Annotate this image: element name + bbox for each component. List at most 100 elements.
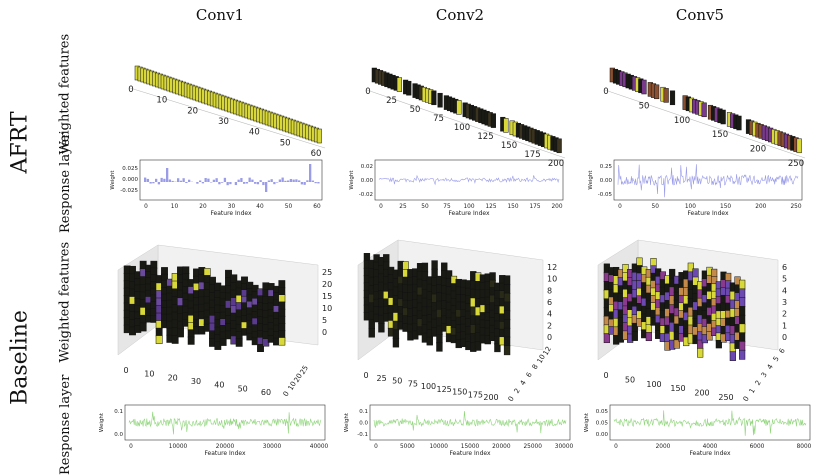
response-bar	[254, 182, 257, 184]
tick-label: 50	[280, 138, 291, 148]
feature-block	[456, 100, 462, 115]
z-tick-label: 8	[547, 286, 552, 295]
feature-cell	[739, 332, 746, 343]
tick-label: 150	[501, 141, 517, 151]
feature-cell	[278, 315, 286, 325]
z-tick-label: 5	[322, 316, 327, 325]
feature-block	[663, 88, 669, 103]
x-tick-label: 175	[468, 390, 483, 399]
response-bar	[248, 177, 251, 182]
tick-label: 250	[788, 159, 804, 169]
z-tick-label: 2	[547, 321, 552, 330]
y-tick-label: 6	[525, 371, 534, 379]
y-tick-label: 0.1	[359, 409, 368, 415]
afrt-response-panel-conv5: 0.25 0.00 -0.05 Weight 0 50 100 150 200 250 Featur…	[588, 159, 803, 217]
response-bar	[188, 179, 191, 182]
afrt-response-panel-conv2: 0.02 0.00 -0.02 Weight 0 25 50 75 100 125 150 175 20…	[349, 159, 564, 217]
response-bar	[182, 178, 185, 182]
y-tick-label: 0.1	[114, 409, 123, 415]
y-tick-label: 0.000	[122, 177, 138, 183]
feature-cell	[739, 314, 746, 325]
tick-label: 100	[454, 123, 470, 133]
feature-block	[556, 138, 562, 154]
x-tick-label: 30000	[555, 444, 574, 450]
z-tick-label: 0	[322, 328, 327, 337]
x-axis-label: Feature Index	[687, 210, 729, 217]
response-bar	[273, 182, 276, 185]
response-bar	[303, 182, 306, 185]
x-tick-label: 200	[755, 204, 766, 210]
z-tick-label: 6	[782, 263, 787, 272]
axis-line	[366, 89, 566, 159]
tick-label: 10	[156, 96, 167, 106]
x-tick-label: 40	[256, 204, 264, 210]
tick-label: 125	[477, 132, 493, 142]
feature-cell	[182, 266, 190, 275]
x-tick-label: 250	[718, 393, 733, 402]
plot-frame	[609, 404, 811, 441]
x-axis-label: Feature Index	[449, 450, 491, 457]
z-tick-label: 2	[782, 310, 787, 319]
feature-cell	[402, 261, 409, 271]
z-tick-label: 1	[782, 321, 787, 330]
x-tick-label: 60	[261, 388, 271, 397]
x-tick-label: 150	[670, 384, 685, 393]
y-tick-label: 6	[778, 347, 787, 355]
feature-cell	[203, 268, 211, 277]
x-tick-label: 20000	[216, 444, 235, 450]
plot-frame	[374, 159, 564, 201]
x-tick-label: 40000	[310, 444, 329, 450]
feature-cell	[503, 292, 511, 303]
afrt-response-panel-conv1: 0.025 0.000 -0.025 Weight 0 10 20 30 40 50 60 Featu…	[110, 159, 323, 217]
x-axis-label: Feature Index	[448, 210, 490, 217]
feature-cell	[739, 349, 746, 360]
feature-cell	[368, 327, 375, 338]
plot-frame	[139, 159, 323, 201]
tick-label: 100	[674, 116, 690, 126]
response-bar	[267, 180, 271, 182]
feature-block	[701, 102, 707, 118]
response-bar	[144, 177, 147, 182]
response-bar	[177, 178, 180, 182]
plot-frame	[613, 159, 803, 201]
column-title-conv5: Conv5	[675, 6, 725, 24]
y-tick-label: -0.02	[359, 192, 373, 198]
feature-cell	[739, 341, 746, 351]
y-tick-label: -0.025	[120, 188, 138, 194]
feature-cell	[155, 335, 163, 344]
response-bar	[168, 179, 172, 182]
x-tick-label: 250	[790, 204, 801, 210]
z-tick-label: 5	[782, 275, 787, 284]
response-bar	[157, 182, 161, 185]
response-bar	[149, 182, 152, 184]
feature-cell	[489, 272, 496, 281]
feature-cell	[503, 310, 511, 321]
x-tick-label: 5000	[400, 444, 415, 450]
y-tick-label: 0.05	[596, 409, 609, 415]
response-bar	[284, 180, 287, 182]
response-line	[378, 174, 560, 186]
x-axis-label: Feature Index	[204, 450, 246, 457]
feature-cell	[603, 333, 610, 344]
column-title-conv2: Conv2	[435, 6, 485, 24]
x-tick-label: 30	[191, 377, 201, 386]
response-bar	[146, 178, 150, 182]
feature-cell	[150, 260, 158, 269]
feature-cell	[725, 272, 732, 282]
y-tick-label: -0.1	[357, 432, 368, 438]
y-tick-label: 0.0	[114, 432, 123, 438]
feature-cell	[645, 332, 652, 342]
feature-cell	[503, 275, 511, 286]
feature-block	[437, 92, 443, 108]
response-bar	[270, 179, 273, 182]
feature-cell	[278, 308, 286, 317]
x-tick-label: 10000	[169, 444, 188, 450]
feature-block	[654, 84, 660, 100]
feature-cell	[177, 328, 184, 338]
plot-frame	[124, 404, 326, 441]
feature-cell	[219, 338, 227, 346]
response-line	[617, 164, 799, 198]
x-tick-label: 25000	[523, 444, 542, 450]
z-tick-label: 0	[547, 333, 552, 342]
